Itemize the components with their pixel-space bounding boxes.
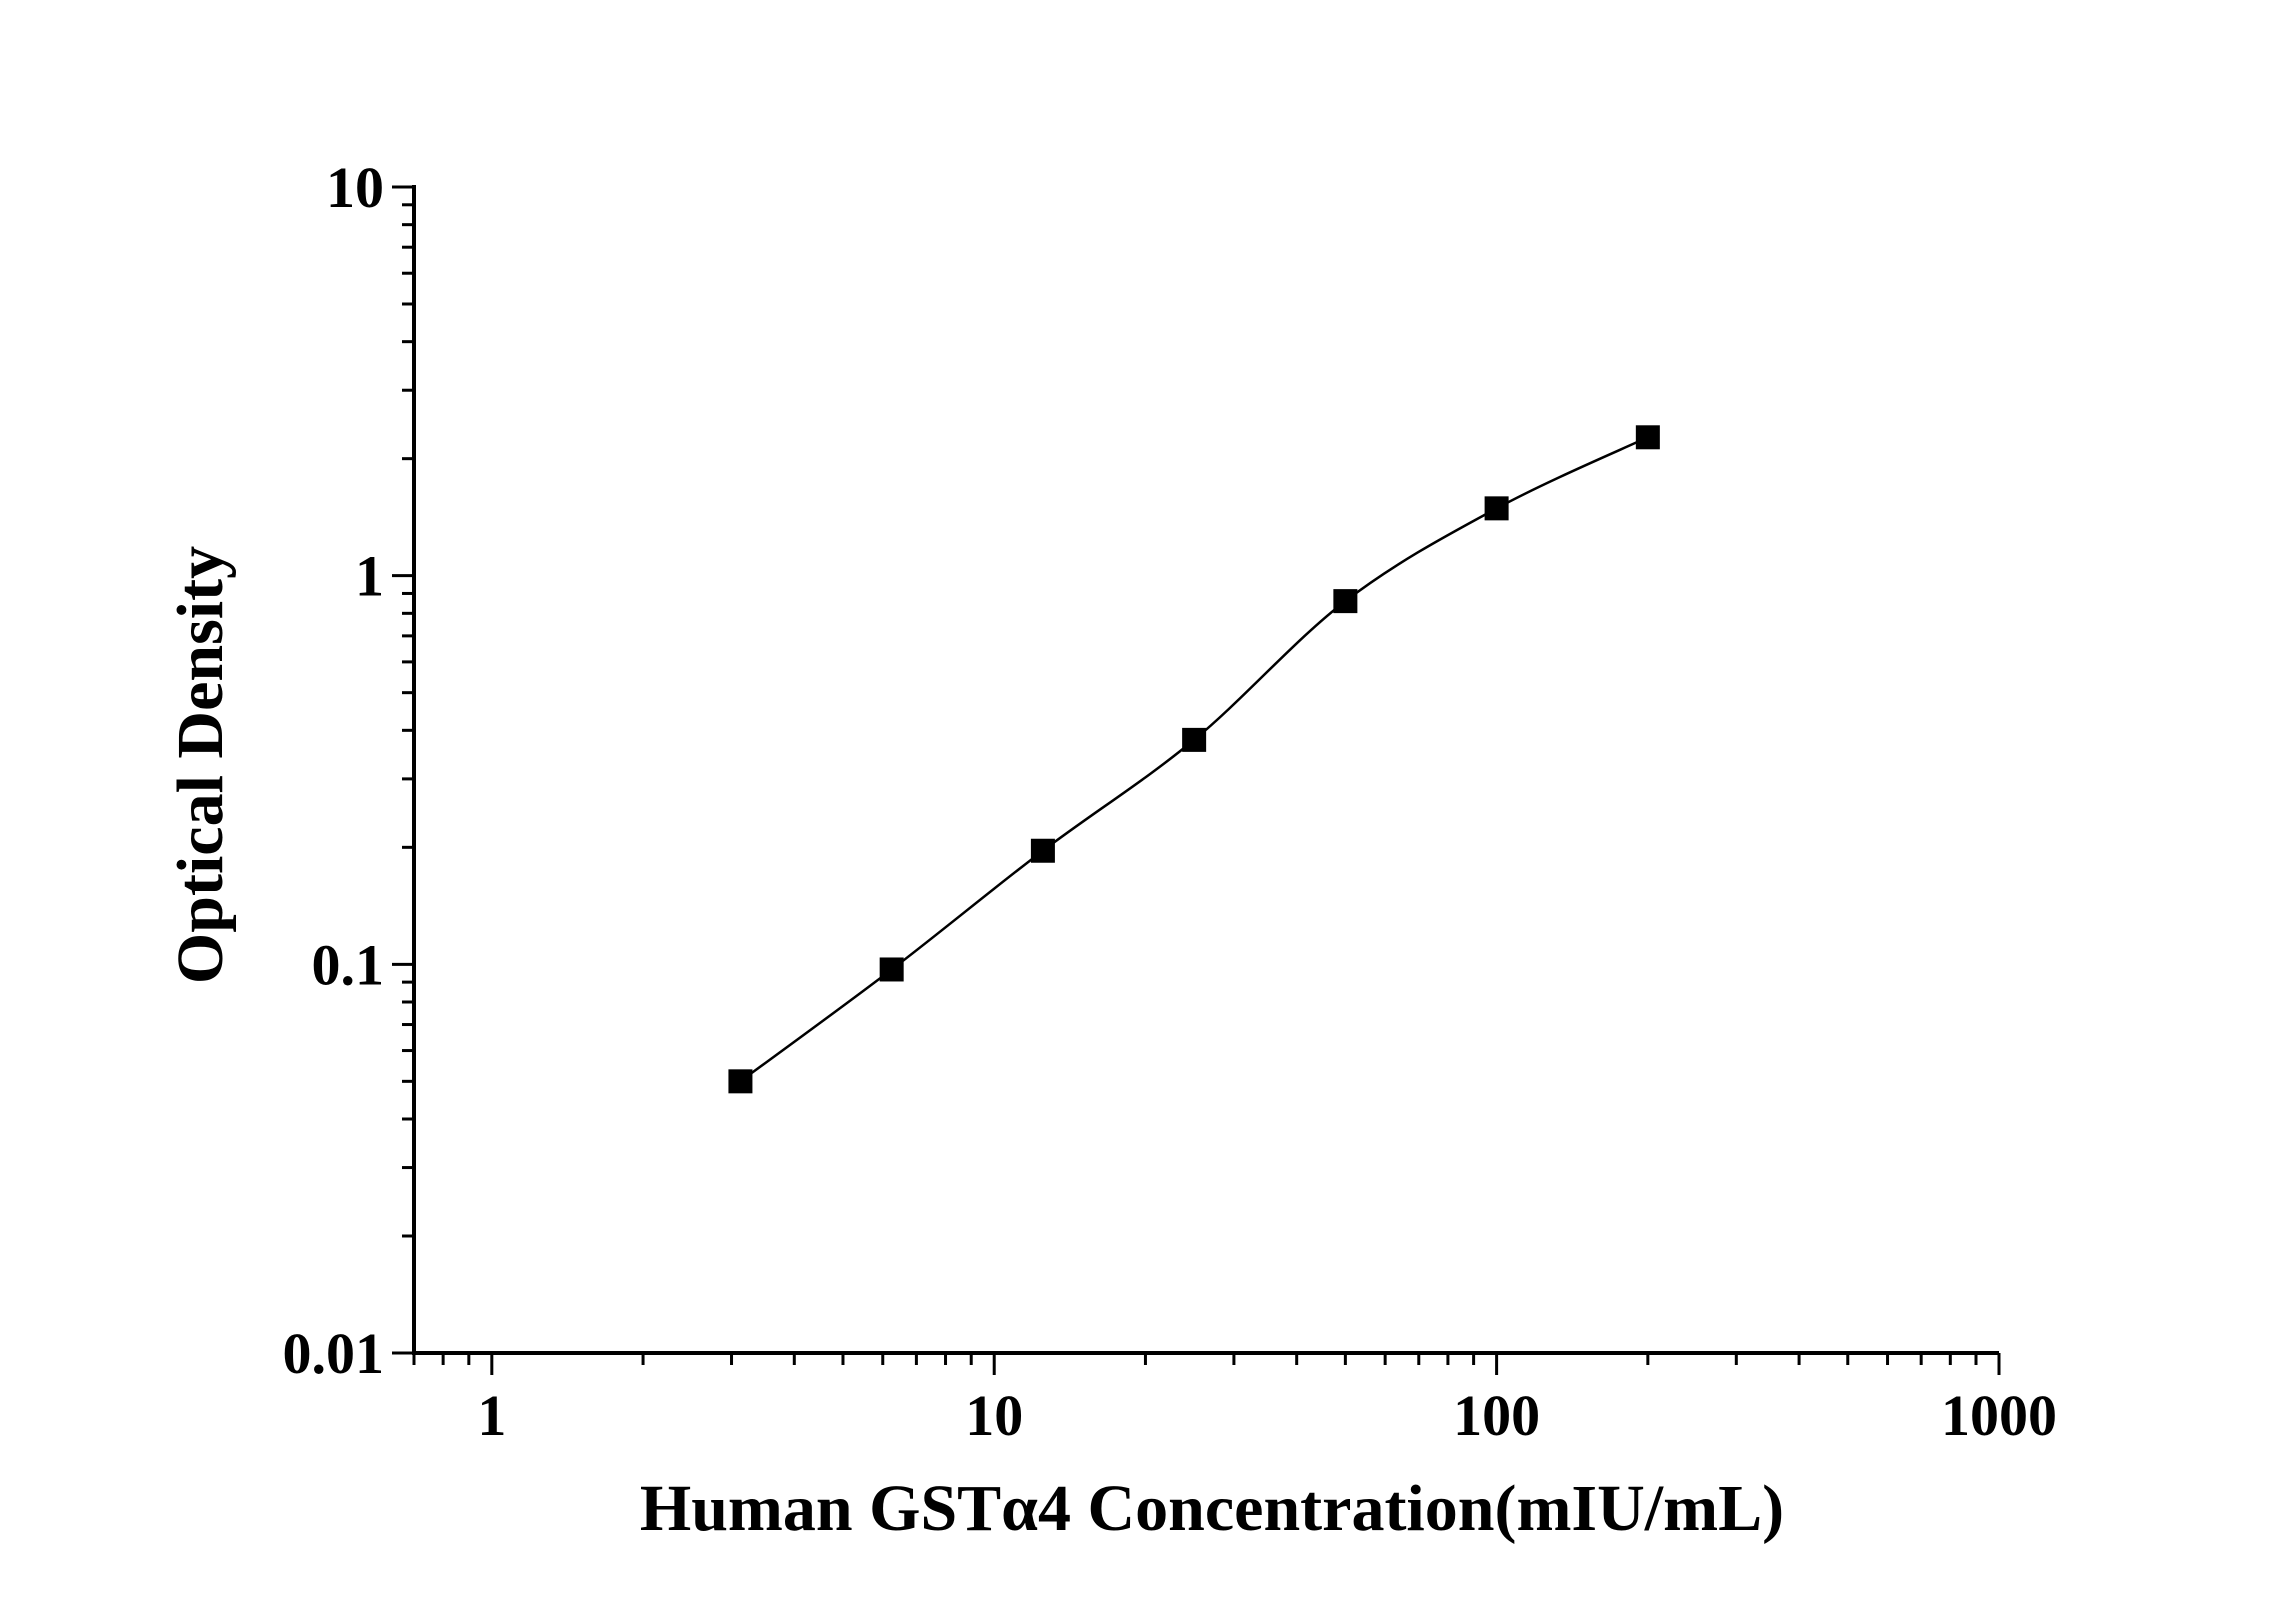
y-tick-label: 1 bbox=[355, 544, 384, 609]
y-tick-label: 0.01 bbox=[283, 1321, 385, 1386]
x-tick-label: 10 bbox=[965, 1383, 1023, 1448]
data-points bbox=[728, 425, 1660, 1094]
axes bbox=[392, 185, 2001, 1375]
x-tick-label: 1000 bbox=[1941, 1383, 2057, 1448]
y-tick-label: 10 bbox=[326, 155, 384, 220]
data-point bbox=[1030, 838, 1055, 863]
data-point bbox=[1484, 496, 1509, 521]
data-point bbox=[1635, 425, 1660, 450]
tick-labels: 1 10 100 1000 0.01 0.1 1 10 bbox=[283, 155, 2058, 1448]
x-tick-label: 1 bbox=[477, 1383, 506, 1448]
data-point bbox=[1182, 727, 1207, 752]
data-point bbox=[728, 1069, 753, 1094]
y-axis-title: Optical Density bbox=[164, 546, 237, 984]
fit-curve-layer bbox=[739, 436, 1649, 1083]
data-point bbox=[879, 957, 904, 982]
y-tick-label: 0.1 bbox=[312, 932, 385, 997]
data-point bbox=[1333, 589, 1358, 614]
x-axis-title: Human GSTα4 Concentration(mIU/mL) bbox=[640, 1472, 1784, 1545]
fit-curve bbox=[739, 436, 1649, 1083]
x-tick-label: 100 bbox=[1453, 1383, 1540, 1448]
